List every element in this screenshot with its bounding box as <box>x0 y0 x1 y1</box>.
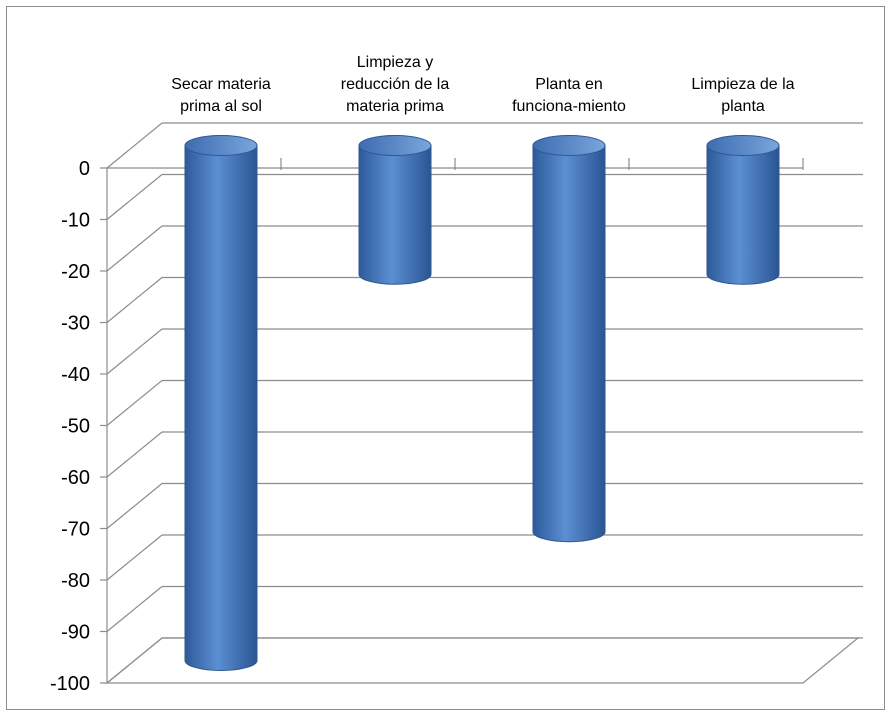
bar-1 <box>184 135 258 671</box>
bar-3 <box>532 135 606 543</box>
bar-2 <box>358 135 432 285</box>
category-labels: Secar materia prima al sol Limpieza y reduc… <box>171 54 794 115</box>
gridline-diagonal <box>106 277 163 323</box>
y-tick-label: -40 <box>61 364 90 386</box>
y-tick-label: 0 <box>79 158 90 180</box>
category-label: reducción de la <box>341 76 450 93</box>
y-tick-label: -60 <box>61 467 90 489</box>
bar-top-cap <box>358 135 432 156</box>
bar-body <box>532 145 606 543</box>
gridline-diagonal <box>106 431 163 478</box>
bar-body <box>184 145 258 671</box>
y-tick-label: -70 <box>61 519 90 541</box>
category-label: materia prima <box>346 98 444 115</box>
bar-4 <box>706 135 780 285</box>
gridline-diagonal <box>106 534 163 581</box>
gridline-diagonal <box>106 586 163 632</box>
category-label: prima al sol <box>180 98 262 115</box>
category-label: funciona-miento <box>512 98 626 115</box>
category-label: Secar materia <box>171 76 271 93</box>
category-label: Limpieza y <box>357 54 433 71</box>
category-label: Limpieza de la <box>691 76 794 93</box>
category-label: Planta en <box>535 76 603 93</box>
y-tick-label: -30 <box>61 313 90 335</box>
gridline-diagonal <box>106 122 163 169</box>
y-tick-label: -100 <box>50 673 90 695</box>
gridline-diagonal <box>106 174 163 220</box>
bar-top-cap <box>184 135 258 156</box>
floor-plane <box>105 637 860 684</box>
gridline-diagonal <box>106 483 163 529</box>
chart-frame: 0 -10 -20 -30 -40 -50 -60 -70 -80 -90 -100 Secar m… <box>6 6 885 710</box>
category-label: planta <box>721 98 765 115</box>
y-tick-label: -10 <box>61 210 90 232</box>
grid-layer <box>100 122 863 684</box>
bar-top-cap <box>706 135 780 156</box>
bar-body <box>358 145 432 285</box>
gridline-diagonal <box>106 380 163 426</box>
y-tick-label: -20 <box>61 261 90 283</box>
bar-chart: 0 -10 -20 -30 -40 -50 -60 -70 -80 -90 -100 Secar m… <box>50 54 863 695</box>
y-tick-label: -90 <box>61 622 90 644</box>
bar-body <box>706 145 780 285</box>
gridline-diagonal <box>106 225 163 272</box>
bars <box>184 135 780 671</box>
y-tick-label: -80 <box>61 570 90 592</box>
gridline-diagonal <box>106 328 163 375</box>
bar-top-cap <box>532 135 606 156</box>
y-axis-labels: 0 -10 -20 -30 -40 -50 -60 -70 -80 -90 -100 <box>50 158 90 695</box>
y-tick-label: -50 <box>61 416 90 438</box>
